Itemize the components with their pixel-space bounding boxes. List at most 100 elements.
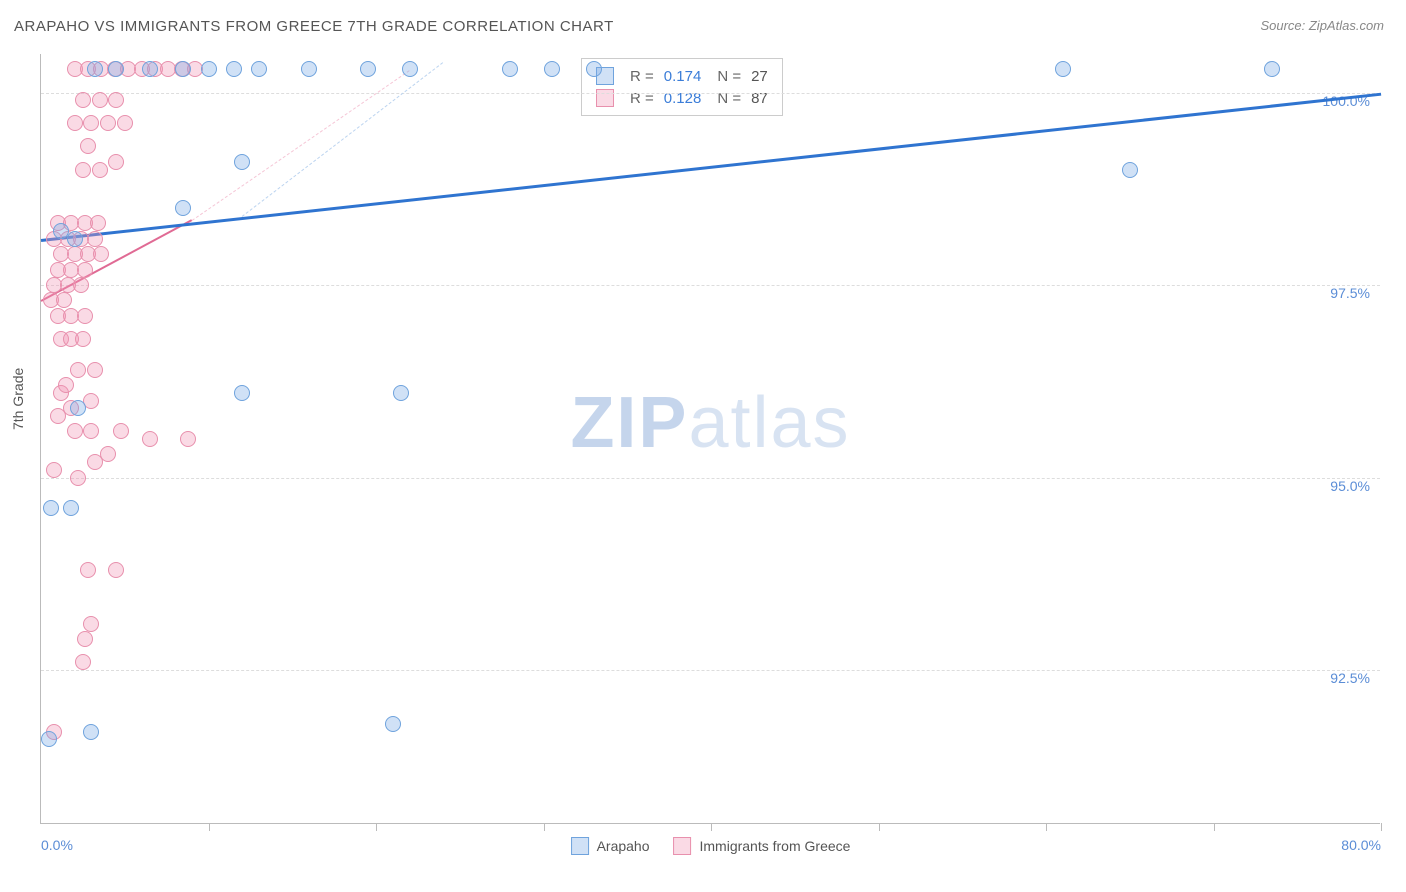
data-point-a	[502, 61, 518, 77]
data-point-b	[180, 431, 196, 447]
data-point-a	[41, 731, 57, 747]
swatch-series-b	[674, 837, 692, 855]
watermark-bold: ZIP	[570, 383, 688, 463]
data-point-b	[87, 231, 103, 247]
data-point-a	[87, 61, 103, 77]
x-tick	[1214, 823, 1215, 831]
r-value-a: 0.174	[664, 68, 702, 85]
stats-row-a: R = 0.174 N = 27	[596, 65, 768, 87]
data-point-a	[1264, 61, 1280, 77]
y-tick-label: 97.5%	[1330, 285, 1370, 301]
data-point-b	[100, 446, 116, 462]
data-point-b	[92, 162, 108, 178]
y-tick-label: 92.5%	[1330, 670, 1370, 686]
data-point-a	[402, 61, 418, 77]
data-point-b	[75, 331, 91, 347]
data-point-b	[77, 262, 93, 278]
legend-item-a: Arapaho	[571, 837, 650, 855]
data-point-b	[56, 292, 72, 308]
legend-item-b: Immigrants from Greece	[674, 837, 851, 855]
legend-label-a: Arapaho	[597, 838, 650, 854]
gridline-h	[41, 478, 1380, 479]
gridline-h	[41, 93, 1380, 94]
data-point-a	[43, 500, 59, 516]
data-point-b	[93, 246, 109, 262]
data-point-b	[80, 138, 96, 154]
data-point-b	[142, 431, 158, 447]
data-point-b	[83, 115, 99, 131]
gridline-h	[41, 285, 1380, 286]
y-axis-label: 7th Grade	[10, 368, 26, 430]
data-point-b	[67, 423, 83, 439]
swatch-series-a	[571, 837, 589, 855]
data-point-b	[92, 92, 108, 108]
data-point-b	[58, 377, 74, 393]
data-point-a	[301, 61, 317, 77]
data-point-b	[100, 115, 116, 131]
n-label: N =	[717, 68, 741, 85]
legend-label-b: Immigrants from Greece	[700, 838, 851, 854]
data-point-b	[108, 92, 124, 108]
data-point-b	[75, 654, 91, 670]
x-tick-label: 80.0%	[1341, 837, 1381, 853]
watermark: ZIPatlas	[570, 382, 850, 464]
data-point-a	[201, 61, 217, 77]
x-tick	[711, 823, 712, 831]
data-point-b	[75, 162, 91, 178]
data-point-a	[586, 61, 602, 77]
data-point-b	[46, 462, 62, 478]
data-point-b	[108, 154, 124, 170]
data-point-b	[83, 616, 99, 632]
chart-title: ARAPAHO VS IMMIGRANTS FROM GREECE 7TH GR…	[14, 18, 614, 35]
data-point-b	[70, 470, 86, 486]
data-point-b	[108, 562, 124, 578]
bottom-legend: Arapaho Immigrants from Greece	[571, 837, 851, 855]
data-point-b	[113, 423, 129, 439]
n-value-a: 27	[751, 68, 768, 85]
x-tick	[1046, 823, 1047, 831]
x-tick	[209, 823, 210, 831]
x-tick	[879, 823, 880, 831]
data-point-b	[73, 277, 89, 293]
stats-row-b: R = 0.128 N = 87	[596, 87, 768, 109]
x-tick	[544, 823, 545, 831]
data-point-a	[393, 385, 409, 401]
trend-extension	[242, 62, 444, 217]
data-point-a	[142, 61, 158, 77]
data-point-a	[385, 716, 401, 732]
data-point-a	[251, 61, 267, 77]
data-point-b	[75, 92, 91, 108]
data-point-a	[360, 61, 376, 77]
data-point-a	[544, 61, 560, 77]
data-point-b	[90, 215, 106, 231]
data-point-a	[234, 385, 250, 401]
data-point-a	[83, 724, 99, 740]
watermark-light: atlas	[688, 383, 850, 463]
data-point-b	[80, 562, 96, 578]
data-point-b	[77, 631, 93, 647]
data-point-a	[108, 61, 124, 77]
x-tick-label: 0.0%	[41, 837, 73, 853]
y-tick-label: 95.0%	[1330, 478, 1370, 494]
plot-area: ZIPatlas R = 0.174 N = 27 R = 0.128 N = …	[40, 54, 1380, 824]
stats-legend-box: R = 0.174 N = 27 R = 0.128 N = 87	[581, 58, 783, 116]
data-point-a	[175, 61, 191, 77]
data-point-b	[83, 423, 99, 439]
x-tick	[1381, 823, 1382, 831]
data-point-a	[63, 500, 79, 516]
data-point-a	[226, 61, 242, 77]
data-point-a	[234, 154, 250, 170]
x-tick	[376, 823, 377, 831]
data-point-b	[67, 115, 83, 131]
data-point-a	[175, 200, 191, 216]
r-label: R =	[630, 68, 654, 85]
data-point-b	[77, 308, 93, 324]
data-point-a	[70, 400, 86, 416]
data-point-b	[117, 115, 133, 131]
data-point-a	[1055, 61, 1071, 77]
data-point-b	[87, 362, 103, 378]
data-point-a	[53, 223, 69, 239]
source-attribution: Source: ZipAtlas.com	[1260, 18, 1384, 33]
data-point-a	[67, 231, 83, 247]
data-point-b	[70, 362, 86, 378]
